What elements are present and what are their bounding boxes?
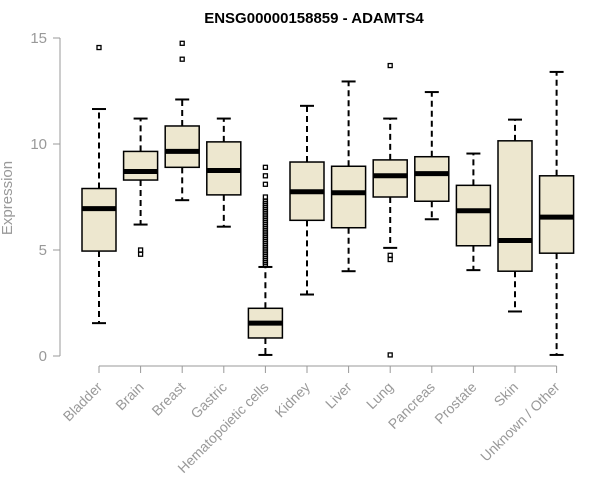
outlier-point [387,252,393,258]
box-pancreas [414,91,450,221]
outlier-point [137,251,144,257]
outlier-point [387,62,393,69]
box-series [81,40,575,358]
outlier-point [179,40,185,46]
iqr-box [122,150,159,181]
outlier-point [387,256,393,263]
box-kidney [289,104,325,296]
iqr-box [164,125,200,169]
x-tick-label: Brain [112,379,146,413]
x-tick-label: Breast [148,379,188,419]
box-liver [330,80,367,273]
outlier-point [262,194,269,200]
iqr-box [497,140,533,272]
y-tick-label: 0 [39,348,47,365]
outlier-point [262,164,269,170]
box-prostate [455,152,492,272]
outlier-point [137,247,144,253]
outlier-point [179,56,185,62]
iqr-box [81,187,117,252]
y-axis: 0 5 10 15 [30,30,61,365]
x-tick-label: Unknown / Other [477,379,563,465]
iqr-box [538,175,575,254]
box-lung [372,62,408,358]
box-brain [122,117,159,257]
iqr-box [330,165,367,229]
y-axis-label: Expression [0,161,16,235]
box-unknown-other [538,70,575,356]
box-breast [164,40,200,202]
outlier-point [262,173,269,179]
x-tick-label: Prostate [431,379,479,427]
y-tick-label: 15 [30,30,47,47]
x-tick-label: Liver [322,379,355,412]
x-tick-label: Skin [491,379,522,410]
box-gastric [206,117,242,228]
y-tick-label: 10 [30,136,47,153]
outlier-point [262,181,269,187]
iqr-box [414,155,450,202]
iqr-box [455,184,492,247]
y-tick-label: 5 [39,242,47,259]
outlier-point [96,44,102,51]
x-tick-label: Kidney [272,379,314,421]
chart-title: ENSG00000158859 - ADAMTS4 [204,10,424,27]
x-tick-label: Lung [363,379,396,412]
box-skin [497,118,533,313]
box-bladder [81,44,117,325]
outlier-point [387,352,393,358]
x-tick-label: Bladder [60,379,106,425]
iqr-box [372,159,408,198]
box-hematopoietic-cells [247,164,284,356]
